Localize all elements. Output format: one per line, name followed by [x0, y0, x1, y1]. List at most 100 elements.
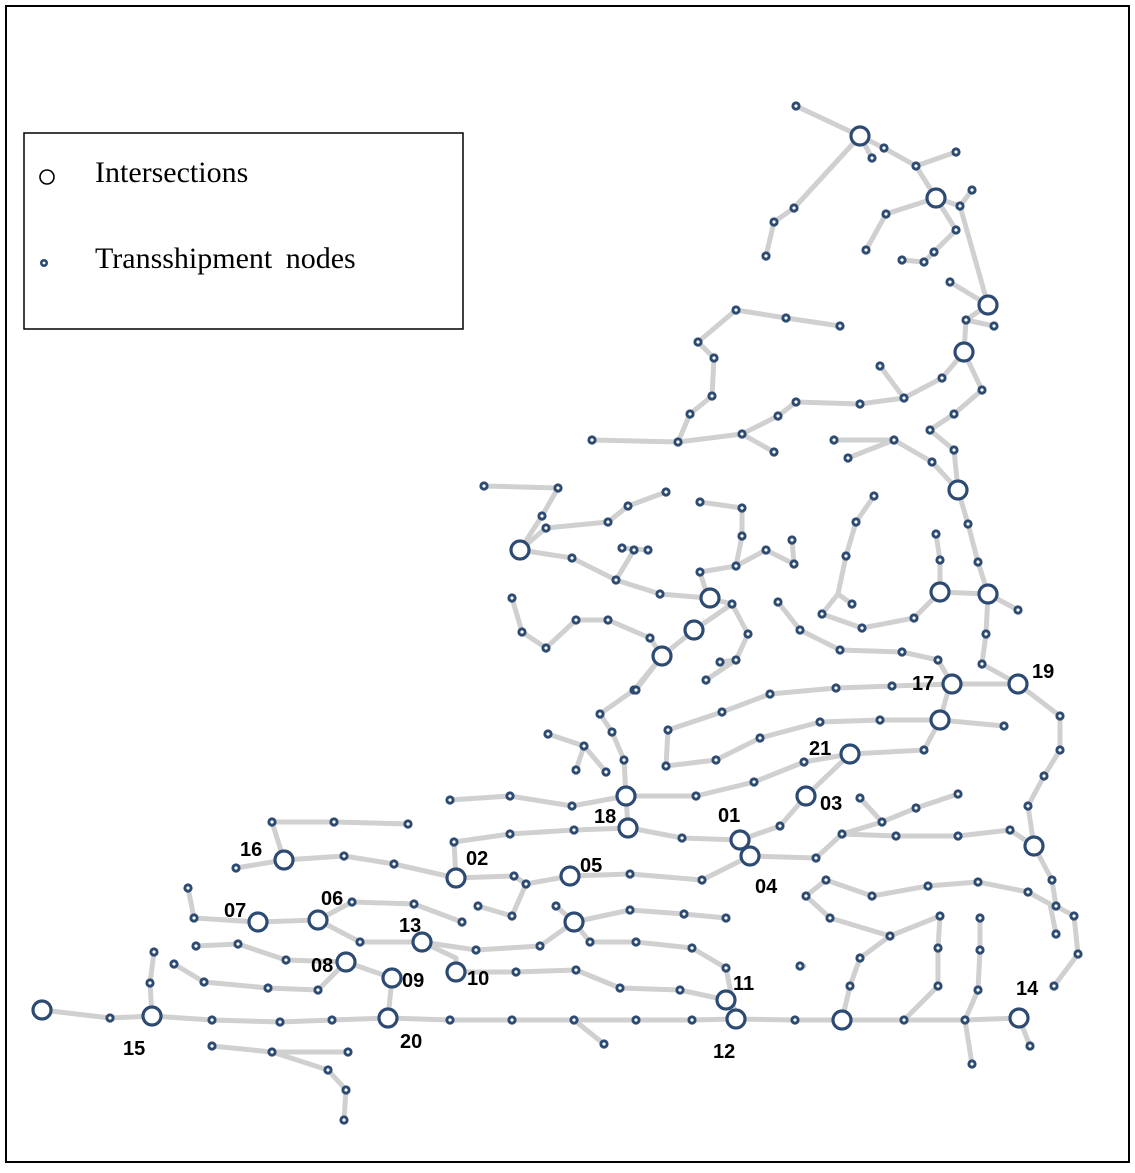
- transshipment-node: [911, 803, 921, 813]
- transshipment-node: [737, 503, 747, 513]
- transshipment-node: [403, 819, 413, 829]
- intersection-node: [839, 743, 861, 765]
- transshipment-node: [761, 545, 771, 555]
- transshipment-node: [347, 897, 357, 907]
- intersection-node: [617, 817, 639, 839]
- transshipment-node: [535, 941, 545, 951]
- transshipment-node: [603, 517, 613, 527]
- transshipment-node: [897, 255, 907, 265]
- road-edge: [451, 751, 853, 881]
- transshipment-node: [817, 609, 827, 619]
- transshipment-node: [731, 655, 741, 665]
- transshipment-node: [731, 305, 741, 315]
- transshipment-node: [789, 203, 799, 213]
- transshipment-node: [975, 945, 985, 955]
- node-label-02: 02: [466, 848, 488, 870]
- node-label-01: 01: [718, 805, 740, 827]
- transshipment-node: [339, 1115, 349, 1125]
- road-edge: [845, 437, 961, 493]
- road-edge: [813, 831, 845, 861]
- transshipment-node: [675, 985, 685, 995]
- transshipment-node: [457, 917, 467, 927]
- road-edge: [819, 591, 855, 617]
- transshipment-node: [773, 597, 783, 607]
- transshipment-node: [693, 337, 703, 347]
- intersection-node: [615, 785, 637, 807]
- transshipment-node: [1005, 825, 1015, 835]
- transshipment-node: [611, 575, 621, 585]
- transshipment-node: [737, 429, 747, 439]
- transshipment-node: [631, 1015, 641, 1025]
- transshipment-node: [661, 487, 671, 497]
- road-edge: [877, 363, 907, 401]
- node-label-12: 12: [713, 1041, 735, 1063]
- transshipment-node: [967, 185, 977, 195]
- transshipment-node: [761, 251, 771, 261]
- transshipment-node: [737, 531, 747, 541]
- transshipment-node: [207, 1041, 217, 1051]
- transshipment-node: [511, 967, 521, 977]
- transshipment-node: [715, 657, 725, 667]
- transshipment-node: [881, 209, 891, 219]
- transshipment-node: [847, 599, 857, 609]
- transshipment-node: [445, 795, 455, 805]
- intersection-node: [683, 619, 705, 641]
- transshipment-node: [663, 725, 673, 735]
- transshipment-node: [935, 911, 945, 921]
- intersection-node: [651, 645, 673, 667]
- transshipment-node: [787, 535, 797, 545]
- transshipment-node: [149, 947, 159, 957]
- transshipment-node: [263, 983, 273, 993]
- transshipment-node: [571, 615, 581, 625]
- labels-layer: 01 02 03 04 05 06 07 08 09 10 11 12 13 1…: [123, 661, 1054, 1063]
- road-edge: [663, 717, 943, 769]
- transshipment-node: [919, 745, 929, 755]
- transshipment-node: [837, 829, 847, 839]
- transshipment-node: [989, 321, 999, 331]
- node-label-07: 07: [224, 900, 246, 922]
- transshipment-node: [749, 777, 759, 787]
- transshipment-node: [267, 1047, 277, 1057]
- transshipment-node: [727, 599, 737, 609]
- transshipment-node: [857, 623, 867, 633]
- transshipment-node: [341, 1085, 351, 1095]
- transshipment-node: [831, 683, 841, 693]
- transshipment-node: [875, 715, 885, 725]
- transshipment-node: [821, 875, 831, 885]
- transshipment-node: [937, 373, 947, 383]
- transshipment-node: [449, 837, 459, 847]
- intersection-node: [831, 1009, 853, 1031]
- transshipment-node: [717, 707, 727, 717]
- intersection-node: [141, 1005, 163, 1027]
- intersection-node: [563, 911, 585, 933]
- intersection-node: [929, 581, 951, 603]
- node-label-19: 19: [1032, 661, 1054, 683]
- nodes-layer: [31, 101, 1083, 1125]
- road-edge: [185, 885, 321, 925]
- transshipment-node: [617, 543, 627, 553]
- transshipment-node: [1013, 605, 1023, 615]
- transshipment-node: [553, 483, 563, 493]
- road-edge: [315, 899, 465, 925]
- transshipment-node: [825, 913, 835, 923]
- transshipment-node: [643, 545, 653, 555]
- transshipment-node: [631, 685, 641, 695]
- transshipment-node: [925, 425, 935, 435]
- transshipment-node: [207, 1015, 217, 1025]
- transshipment-node: [869, 491, 879, 501]
- transshipment-node: [189, 913, 199, 923]
- transshipment-node: [595, 709, 605, 719]
- transshipment-node: [1023, 887, 1033, 897]
- road-edge: [835, 493, 877, 597]
- intersection-node: [929, 709, 951, 731]
- intersection-node: [1007, 673, 1029, 695]
- transshipment-node: [789, 559, 799, 569]
- road-edge: [697, 499, 745, 569]
- node-label-11: 11: [733, 973, 754, 995]
- transshipment-node: [953, 789, 963, 799]
- transshipment-node: [389, 859, 399, 869]
- transshipment-node: [1051, 929, 1061, 939]
- intersection-node: [307, 909, 329, 931]
